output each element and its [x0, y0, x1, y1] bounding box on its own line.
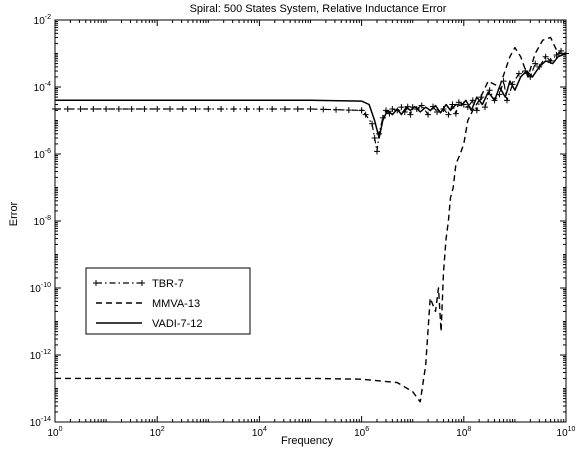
series-point: [425, 111, 432, 118]
series-marker: [103, 106, 110, 113]
series-point: [452, 110, 459, 117]
y-tick-label: 10-8: [34, 215, 51, 228]
x-tick-label: 106: [354, 426, 369, 439]
series-marker: [345, 107, 352, 114]
series-point: [358, 107, 365, 114]
series-point: [362, 111, 369, 118]
series-point: [398, 104, 405, 111]
x-tick-label: 102: [150, 426, 165, 439]
series-point: [418, 102, 425, 109]
series-point: [371, 135, 378, 142]
series-line: [55, 52, 567, 139]
series-marker: [64, 106, 71, 113]
series-marker: [77, 106, 84, 113]
series-vadi-7-12: [55, 52, 567, 139]
series-marker: [52, 106, 58, 113]
legend-marker: [93, 280, 99, 286]
legend: TBR-7 MMVA-13 VADI-7-12: [85, 267, 251, 335]
y-axis-label: Error: [8, 201, 20, 226]
series-marker: [256, 106, 263, 113]
series-marker: [230, 106, 237, 113]
x-tick-label: 104: [252, 426, 267, 439]
series-marker: [320, 106, 327, 113]
series-marker: [128, 106, 135, 113]
series-point: [369, 120, 376, 127]
series-marker: [243, 106, 250, 113]
series-point: [500, 78, 507, 85]
series-point: [373, 148, 380, 155]
series-point: [482, 104, 489, 111]
legend-label: MMVA-13: [152, 298, 200, 310]
series-marker: [269, 106, 276, 113]
series-point: [515, 70, 522, 77]
series-marker: [281, 106, 288, 113]
series-point: [449, 101, 456, 108]
x-axis-label: Frequency: [281, 435, 333, 447]
series-marker: [115, 106, 122, 113]
y-tick-label: 10-10: [30, 282, 51, 295]
x-tick-label: 1010: [557, 426, 576, 439]
y-tick-label: 10-14: [30, 416, 51, 429]
y-tick-label: 10-2: [34, 14, 51, 27]
series-point: [503, 97, 510, 104]
legend-label: TBR-7: [152, 278, 184, 290]
series-marker: [294, 106, 301, 113]
series-point: [389, 106, 396, 113]
series-marker: [179, 106, 186, 113]
chart-title: Spiral: 500 States System, Relative Indu…: [190, 3, 447, 15]
series-point: [486, 87, 493, 94]
series-marker: [90, 106, 97, 113]
axes: 100 102 104 106 108 1010 10-2 10-4 10-6 10-8 10-10…: [30, 14, 576, 439]
y-tick-label: 10-4: [34, 81, 51, 94]
x-tick-label: 108: [456, 426, 471, 439]
legend-label: VADI-7-12: [152, 318, 203, 330]
series-point: [542, 53, 549, 60]
series-marker: [166, 106, 173, 113]
y-tick-label: 10-12: [30, 349, 51, 362]
series-point: [532, 60, 539, 67]
x-tick-label: 100: [47, 426, 62, 439]
series-point: [473, 107, 480, 114]
series-marker: [307, 106, 314, 113]
series-marker: [205, 106, 212, 113]
series-marker: [154, 106, 161, 113]
series-point: [553, 52, 560, 59]
series-marker: [333, 106, 340, 113]
series-point: [407, 111, 414, 118]
series-marker: [141, 106, 148, 113]
series-marker: [218, 106, 225, 113]
series-marker: [192, 106, 199, 113]
series-line: [55, 36, 566, 403]
series-point: [445, 111, 452, 118]
series-mmva-13: [55, 36, 566, 403]
y-tick-label: 10-6: [34, 148, 51, 161]
legend-marker: [139, 280, 145, 286]
series-layer: [52, 36, 569, 403]
